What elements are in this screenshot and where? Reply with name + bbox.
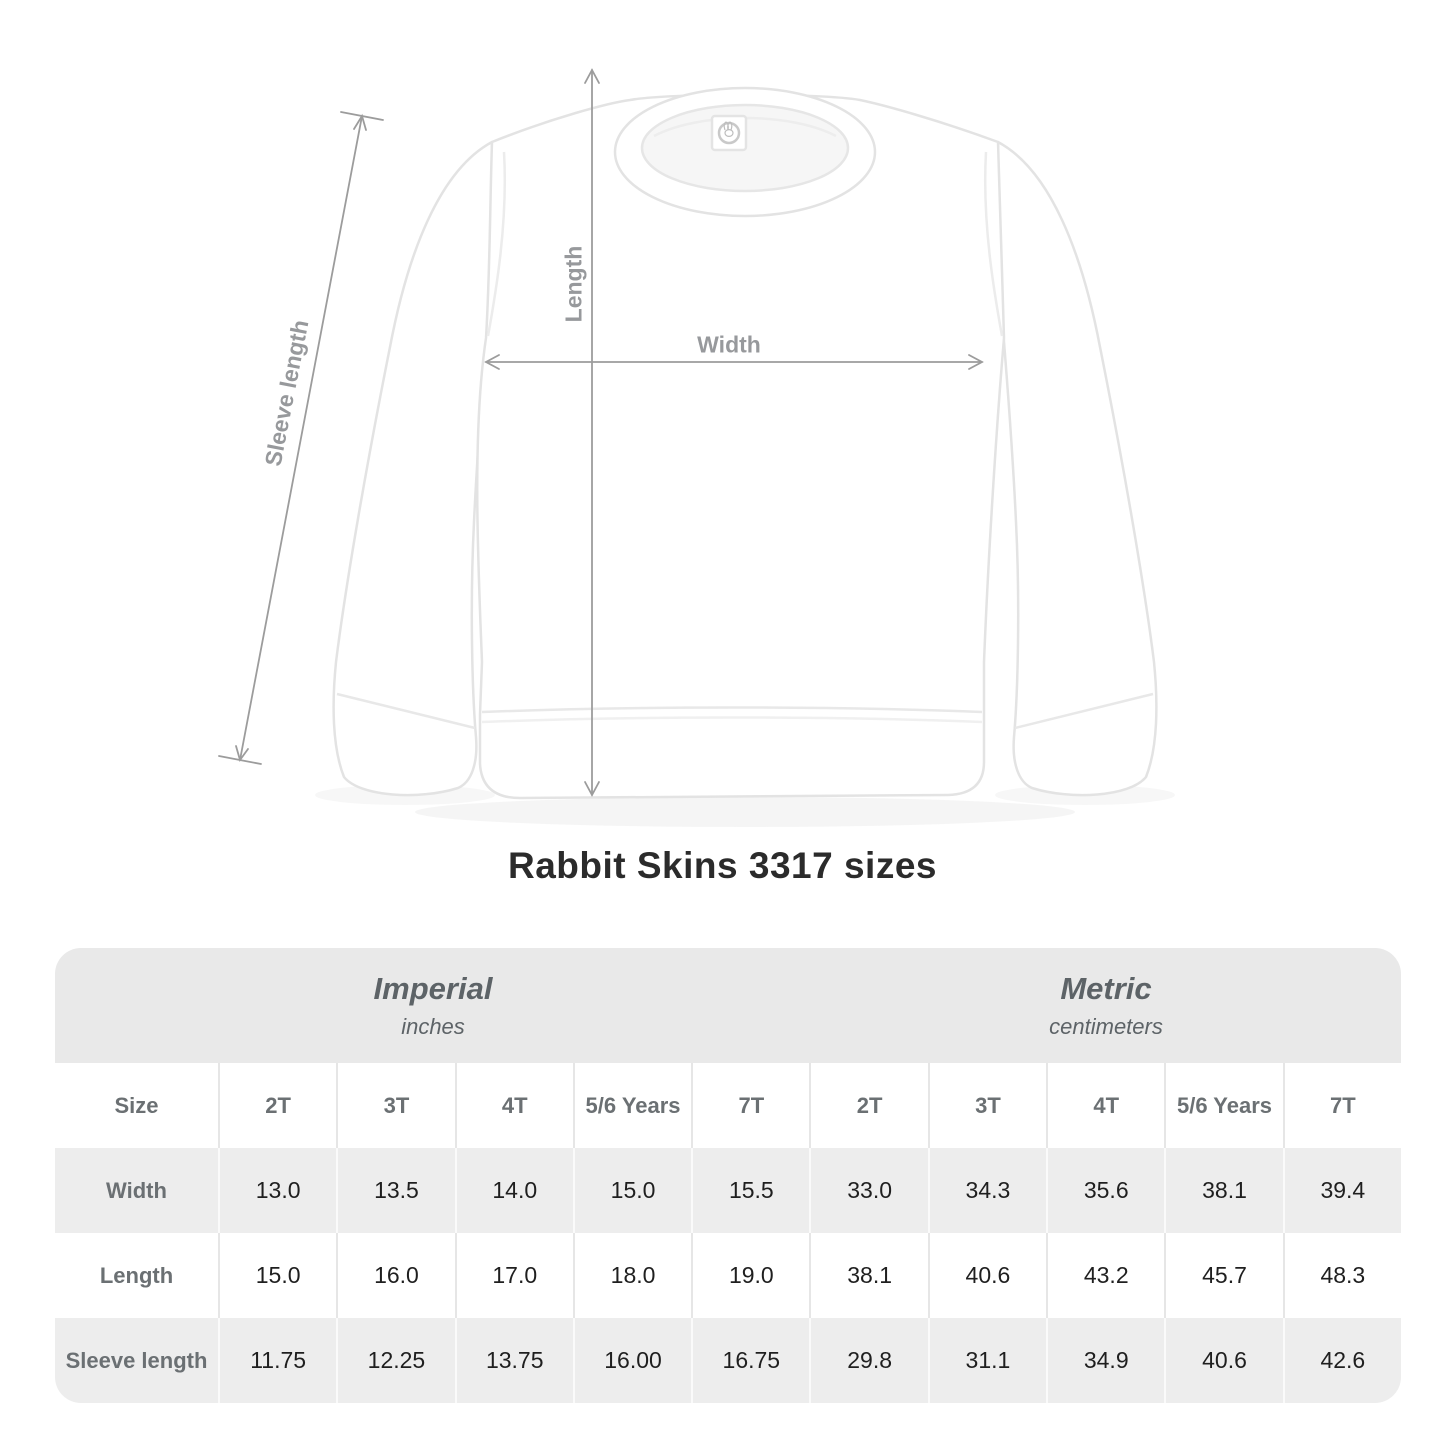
size-value-cell: 34.3 — [927, 1148, 1047, 1233]
page-title: Rabbit Skins 3317 sizes — [508, 845, 937, 886]
size-value-cell: 29.8 — [809, 1318, 928, 1403]
size-value-cell: 40.6 — [1164, 1318, 1283, 1403]
right-armhole-seam — [983, 151, 1004, 337]
size-value-cell: 48.3 — [1282, 1233, 1401, 1318]
metric-sublabel: centimeters — [1049, 1014, 1163, 1039]
size-value-cell: 40.6 — [927, 1233, 1047, 1318]
unit-header-band: Imperial inches Metric centimeters — [55, 948, 1401, 1063]
metric-label: Metric — [1060, 971, 1152, 1006]
width-label: Width — [697, 331, 761, 358]
imperial-sublabel: inches — [401, 1014, 465, 1039]
size-value-cell: 31.1 — [927, 1318, 1047, 1403]
hem-stitch — [481, 706, 983, 714]
garment-shadow — [415, 797, 1075, 827]
size-value-cell: 35.6 — [1046, 1148, 1165, 1233]
size-value-cell: 18.0 — [572, 1233, 692, 1318]
column-header: 2T — [218, 1063, 337, 1148]
brand-tag — [710, 114, 748, 152]
sleeve-length-arrow — [218, 111, 384, 765]
hem-stitch-2 — [481, 716, 983, 724]
size-table: Imperial inches Metric centimeters Size 2… — [55, 948, 1401, 1403]
size-value-cell: 13.0 — [218, 1148, 337, 1233]
size-value-cell: 39.4 — [1282, 1148, 1401, 1233]
size-value-cell: 16.00 — [572, 1318, 692, 1403]
size-value-cell: 16.0 — [336, 1233, 455, 1318]
size-diagram: Sleeve length Length Width — [218, 68, 1158, 827]
size-value-cell: 42.6 — [1282, 1318, 1401, 1403]
left-armhole-seam — [486, 151, 507, 337]
size-value-cell: 38.1 — [809, 1233, 928, 1318]
sweatshirt — [332, 86, 1158, 800]
size-value-cell: 45.7 — [1164, 1233, 1283, 1318]
size-grid: Size 2T 3T 4T 5/6 Years 7T 2T 3T 4T 5/6 Years 7T Wi… — [55, 1063, 1401, 1403]
size-value-cell: 15.5 — [691, 1148, 810, 1233]
size-value-cell: 13.75 — [454, 1318, 573, 1403]
row-header: Length — [55, 1233, 218, 1318]
size-value-cell: 38.1 — [1164, 1148, 1283, 1233]
length-label: Length — [560, 245, 587, 323]
column-header: 2T — [809, 1063, 928, 1148]
left-cuff-stitch — [336, 692, 476, 730]
size-column-header: Size — [55, 1063, 218, 1148]
rabbit-logo — [717, 121, 741, 145]
width-arrow — [484, 354, 984, 370]
column-header: 4T — [1046, 1063, 1165, 1148]
size-value-cell: 43.2 — [1046, 1233, 1165, 1318]
column-header: 5/6 Years — [1164, 1063, 1283, 1148]
row-header: Sleeve length — [55, 1318, 218, 1403]
row-header: Width — [55, 1148, 218, 1233]
size-value-cell: 19.0 — [691, 1233, 810, 1318]
right-sleeve — [996, 140, 1158, 797]
sweatshirt-illustration — [218, 68, 1158, 827]
imperial-label: Imperial — [373, 971, 493, 1006]
size-value-cell: 11.75 — [218, 1318, 337, 1403]
column-header: 7T — [1282, 1063, 1401, 1148]
size-value-cell: 17.0 — [454, 1233, 573, 1318]
size-value-cell: 14.0 — [454, 1148, 573, 1233]
imperial-header: Imperial inches — [55, 948, 811, 1063]
column-header: 4T — [454, 1063, 573, 1148]
column-header: 3T — [336, 1063, 455, 1148]
size-value-cell: 34.9 — [1046, 1318, 1165, 1403]
size-value-cell: 13.5 — [336, 1148, 455, 1233]
metric-header: Metric centimeters — [811, 948, 1401, 1063]
size-value-cell: 15.0 — [218, 1233, 337, 1318]
column-header: 5/6 Years — [572, 1063, 692, 1148]
length-arrow — [584, 68, 600, 797]
right-cuff-stitch — [1014, 692, 1154, 730]
column-header: 7T — [691, 1063, 810, 1148]
size-value-cell: 15.0 — [572, 1148, 692, 1233]
left-sleeve — [332, 140, 494, 797]
column-header: 3T — [927, 1063, 1047, 1148]
size-value-cell: 16.75 — [691, 1318, 810, 1403]
size-value-cell: 12.25 — [336, 1318, 455, 1403]
size-value-cell: 33.0 — [809, 1148, 928, 1233]
